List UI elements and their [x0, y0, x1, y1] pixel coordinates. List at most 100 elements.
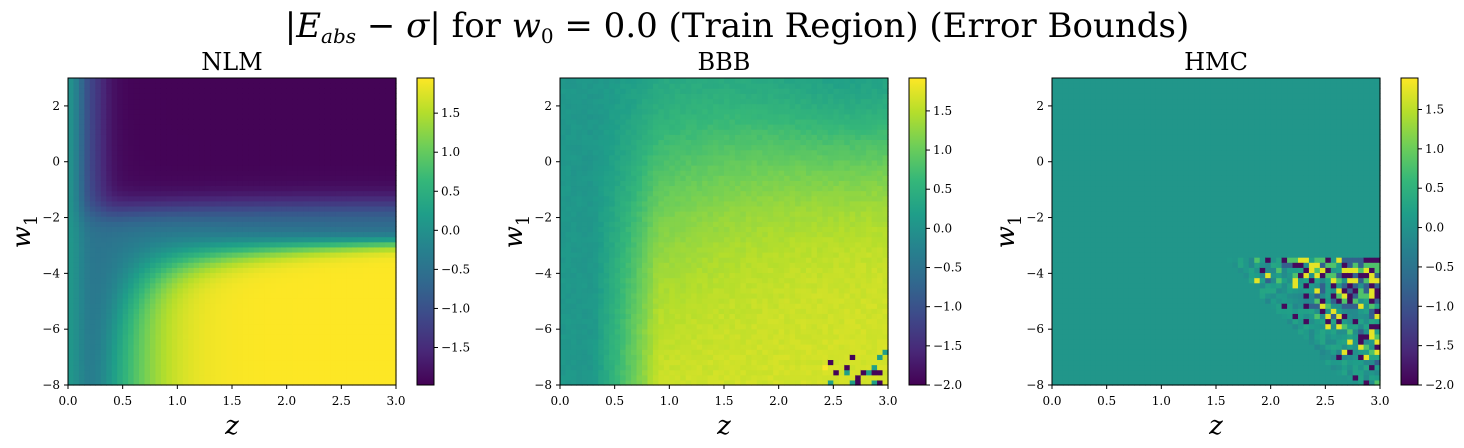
- heatmap-cell: [117, 257, 124, 263]
- heatmap-cell: [68, 354, 75, 361]
- heatmap-cell: [592, 221, 599, 227]
- heatmap-cell: [357, 364, 364, 371]
- heatmap-cell: [363, 149, 370, 156]
- heatmap-cell: [560, 313, 567, 320]
- heatmap-cell: [620, 103, 627, 110]
- heatmap-cell: [253, 359, 260, 366]
- heatmap-cell: [248, 211, 255, 217]
- heatmap-cell: [565, 180, 572, 187]
- heatmap-cell: [357, 359, 364, 366]
- heatmap-cell: [642, 159, 649, 166]
- heatmap-cell: [374, 221, 381, 227]
- heatmap-cell: [324, 129, 331, 135]
- heatmap-cell: [68, 170, 75, 176]
- heatmap-cell: [663, 287, 670, 294]
- heatmap-cell: [226, 246, 233, 253]
- heatmap-cell: [565, 164, 572, 171]
- heatmap-cell: [680, 298, 687, 304]
- heatmap-cell: [357, 103, 364, 110]
- heatmap-cell: [128, 379, 135, 386]
- heatmap-cell: [248, 164, 255, 171]
- heatmap-cell: [248, 231, 255, 238]
- heatmap-cell: [177, 154, 184, 161]
- heatmap-cell: [259, 374, 266, 381]
- heatmap-cell: [368, 129, 375, 135]
- heatmap-cell: [204, 379, 211, 386]
- heatmap-cell: [204, 200, 211, 207]
- heatmap-cell: [89, 175, 96, 181]
- heatmap-cell: [193, 180, 200, 187]
- heatmap-cell: [565, 344, 572, 350]
- heatmap-cell: [314, 164, 321, 171]
- heatmap-cell: [658, 154, 665, 161]
- heatmap-cell: [188, 190, 195, 197]
- heatmap-cell: [385, 282, 392, 289]
- heatmap-cell: [237, 88, 244, 94]
- heatmap-cell: [357, 226, 364, 233]
- heatmap-cell: [346, 354, 353, 361]
- heatmap-cell: [652, 282, 659, 289]
- heatmap-cell: [281, 88, 288, 94]
- heatmap-cell: [106, 246, 113, 253]
- heatmap-cell: [68, 262, 75, 268]
- heatmap-cell: [237, 313, 244, 320]
- heatmap-cell: [204, 303, 211, 309]
- heatmap-cell: [237, 282, 244, 289]
- heatmap-cell: [297, 241, 304, 248]
- heatmap-cell: [324, 313, 331, 320]
- heatmap-cell: [275, 180, 282, 187]
- heatmap-cell: [144, 241, 151, 248]
- heatmap-cell: [314, 118, 321, 125]
- heatmap-cell: [576, 118, 583, 125]
- heatmap-cell: [111, 108, 118, 115]
- heatmap-cell: [642, 154, 649, 161]
- heatmap-cell: [631, 298, 638, 304]
- heatmap-cell: [324, 124, 331, 130]
- heatmap-cell: [341, 200, 348, 207]
- heatmap-cell: [89, 374, 96, 381]
- heatmap-cell: [308, 175, 315, 181]
- heatmap-cell: [647, 349, 654, 355]
- heatmap-cell: [658, 180, 665, 187]
- heatmap-cell: [204, 175, 211, 181]
- heatmap-cell: [242, 98, 249, 105]
- heatmap-cell: [385, 379, 392, 386]
- colorbar-tick-label: −0.5: [441, 262, 470, 276]
- heatmap-cell: [680, 262, 687, 268]
- heatmap-cell: [150, 134, 157, 140]
- heatmap-cell: [669, 175, 676, 181]
- heatmap-cell: [84, 282, 91, 289]
- heatmap-cell: [614, 205, 621, 212]
- heatmap-cell: [248, 190, 255, 197]
- heatmap-cell: [647, 113, 654, 120]
- heatmap-cell: [171, 139, 178, 146]
- heatmap-cell: [609, 216, 616, 222]
- heatmap-cell: [144, 78, 151, 84]
- heatmap-cell: [139, 379, 146, 386]
- heatmap-cell: [674, 354, 681, 361]
- heatmap-cell: [614, 129, 621, 135]
- heatmap-cell: [128, 113, 135, 120]
- heatmap-cell: [210, 170, 217, 176]
- heatmap-cell: [193, 108, 200, 115]
- heatmap-cell: [647, 328, 654, 335]
- heatmap-cell: [193, 134, 200, 140]
- heatmap-cell: [182, 216, 189, 222]
- heatmap-cell: [570, 170, 577, 176]
- heatmap-cell: [100, 226, 107, 233]
- heatmap-cell: [603, 108, 610, 115]
- heatmap-cell: [139, 313, 146, 320]
- heatmap-cell: [652, 164, 659, 171]
- heatmap-cell: [215, 231, 222, 238]
- heatmap-cell: [275, 129, 282, 135]
- heatmap-cell: [259, 139, 266, 146]
- heatmap-cell: [352, 298, 359, 304]
- heatmap-cell: [248, 282, 255, 289]
- heatmap-cell: [346, 83, 353, 89]
- heatmap-cell: [652, 287, 659, 294]
- heatmap-cell: [620, 338, 627, 345]
- heatmap-cell: [100, 164, 107, 171]
- heatmap-cell: [264, 180, 271, 187]
- heatmap-cell: [374, 180, 381, 187]
- heatmap-cell: [286, 318, 293, 325]
